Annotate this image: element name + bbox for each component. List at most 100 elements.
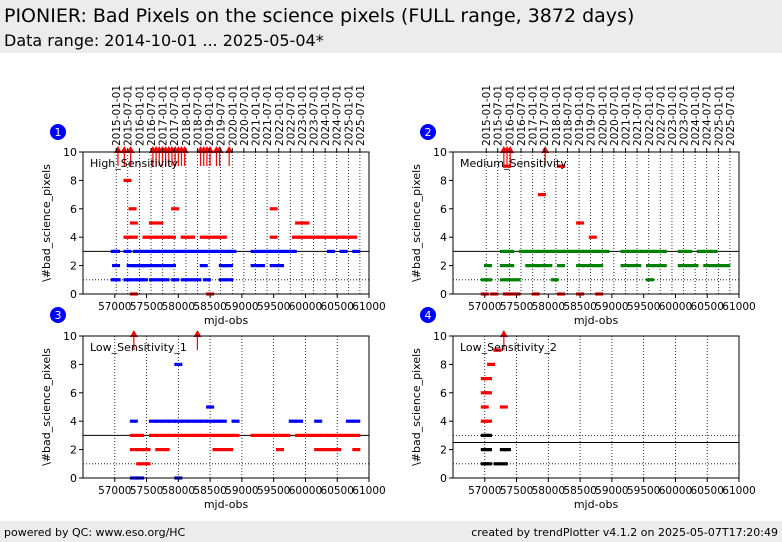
y-tick-label: 4	[70, 231, 77, 244]
data-point	[658, 264, 667, 268]
data-point	[690, 264, 699, 268]
x-tick-label: 59000	[225, 485, 258, 497]
data-point	[139, 249, 148, 253]
data-point	[646, 278, 655, 282]
data-point	[480, 405, 489, 409]
chart-panel-3: 5700057500580005850059000595006000060500…	[40, 307, 386, 511]
overflow-arrow-head	[541, 146, 550, 153]
data-point	[155, 433, 164, 437]
data-point	[684, 249, 693, 253]
data-point	[569, 249, 578, 253]
data-point	[123, 278, 132, 282]
data-point	[336, 235, 345, 239]
data-point	[155, 448, 164, 452]
data-point	[128, 207, 137, 211]
data-point	[222, 249, 230, 253]
date-tick-label: 2022-07-01	[285, 85, 297, 146]
data-point	[193, 278, 202, 282]
data-point	[483, 278, 492, 282]
x-tick-label: 61000	[352, 301, 385, 313]
x-tick-label: 58000	[532, 485, 565, 497]
data-point	[314, 419, 323, 423]
axes-frame	[82, 335, 370, 479]
data-point	[199, 264, 208, 268]
data-point	[531, 249, 540, 253]
date-tick-label: 2023-01-01	[297, 85, 309, 146]
data-point	[493, 348, 502, 352]
date-tick-label: 2015-01-01	[111, 85, 123, 146]
data-point	[493, 462, 502, 466]
x-axis-label: mjd-obs	[204, 314, 249, 327]
x-tick-label: 57500	[500, 485, 533, 497]
data-point	[250, 264, 259, 268]
chart-panel-4: 5700057500580005850059000595006000060500…	[410, 307, 756, 511]
data-point	[499, 278, 508, 282]
x-tick-label: 60000	[659, 485, 692, 497]
panel-number-badge	[50, 124, 66, 140]
page-subtitle: Data range: 2014-10-01 ... 2025-05-04*	[4, 31, 324, 50]
data-point	[136, 448, 145, 452]
date-tick-label: 2017-01-01	[158, 85, 170, 146]
data-point	[288, 249, 297, 253]
data-point	[161, 278, 170, 282]
data-point	[161, 448, 170, 452]
data-point	[215, 249, 224, 253]
data-point	[206, 405, 215, 409]
data-point	[276, 264, 285, 268]
data-point	[576, 249, 585, 253]
data-point	[503, 164, 512, 168]
data-point	[576, 264, 585, 268]
date-tick-label: 2020-01-01	[597, 85, 609, 146]
date-tick-label: 2015-07-01	[123, 85, 135, 146]
data-point	[218, 235, 227, 239]
data-point	[483, 377, 492, 381]
data-point	[177, 249, 186, 253]
panel-label: Low_Sensitivity_2	[460, 341, 557, 354]
data-point	[218, 448, 227, 452]
data-point	[310, 235, 319, 239]
data-point	[626, 264, 635, 268]
data-point	[483, 448, 492, 452]
data-point	[161, 433, 170, 437]
data-point	[250, 249, 259, 253]
data-point	[218, 419, 227, 423]
data-point	[218, 433, 227, 437]
overflow-arrow-head	[215, 146, 224, 153]
data-point	[342, 235, 351, 239]
x-tick-label: 57500	[130, 485, 163, 497]
date-tick-label: 2022-01-01	[644, 85, 656, 146]
data-point	[231, 433, 240, 437]
date-tick-label: 2018-01-01	[551, 85, 563, 146]
data-point	[544, 264, 553, 268]
data-point	[326, 448, 335, 452]
data-point	[703, 264, 712, 268]
data-point	[199, 419, 208, 423]
data-point	[531, 264, 540, 268]
data-point	[537, 264, 546, 268]
data-point	[288, 419, 297, 423]
data-point	[148, 264, 157, 268]
date-tick-label: 2020-07-01	[609, 85, 621, 146]
data-point	[174, 433, 183, 437]
data-point	[129, 221, 138, 225]
overflow-arrow-head	[180, 146, 189, 153]
data-point	[652, 249, 661, 253]
date-tick-label: 2023-07-01	[308, 85, 320, 146]
data-point	[307, 433, 316, 437]
data-point	[276, 433, 285, 437]
x-tick-label: 60500	[321, 301, 354, 313]
data-point	[352, 433, 361, 437]
data-point	[557, 249, 566, 253]
data-point	[550, 249, 559, 253]
data-point	[212, 235, 221, 239]
data-point	[352, 419, 361, 423]
data-point	[483, 419, 492, 423]
chart-panel-1: 5700057500580005850059000595006000060500…	[40, 85, 386, 327]
data-point	[314, 433, 323, 437]
date-tick-label: 2025-07-01	[725, 85, 737, 146]
data-point	[696, 249, 705, 253]
y-tick-label: 6	[440, 203, 447, 216]
panel-number-badge	[420, 124, 436, 140]
data-point	[209, 249, 218, 253]
y-tick-label: 10	[63, 330, 77, 343]
